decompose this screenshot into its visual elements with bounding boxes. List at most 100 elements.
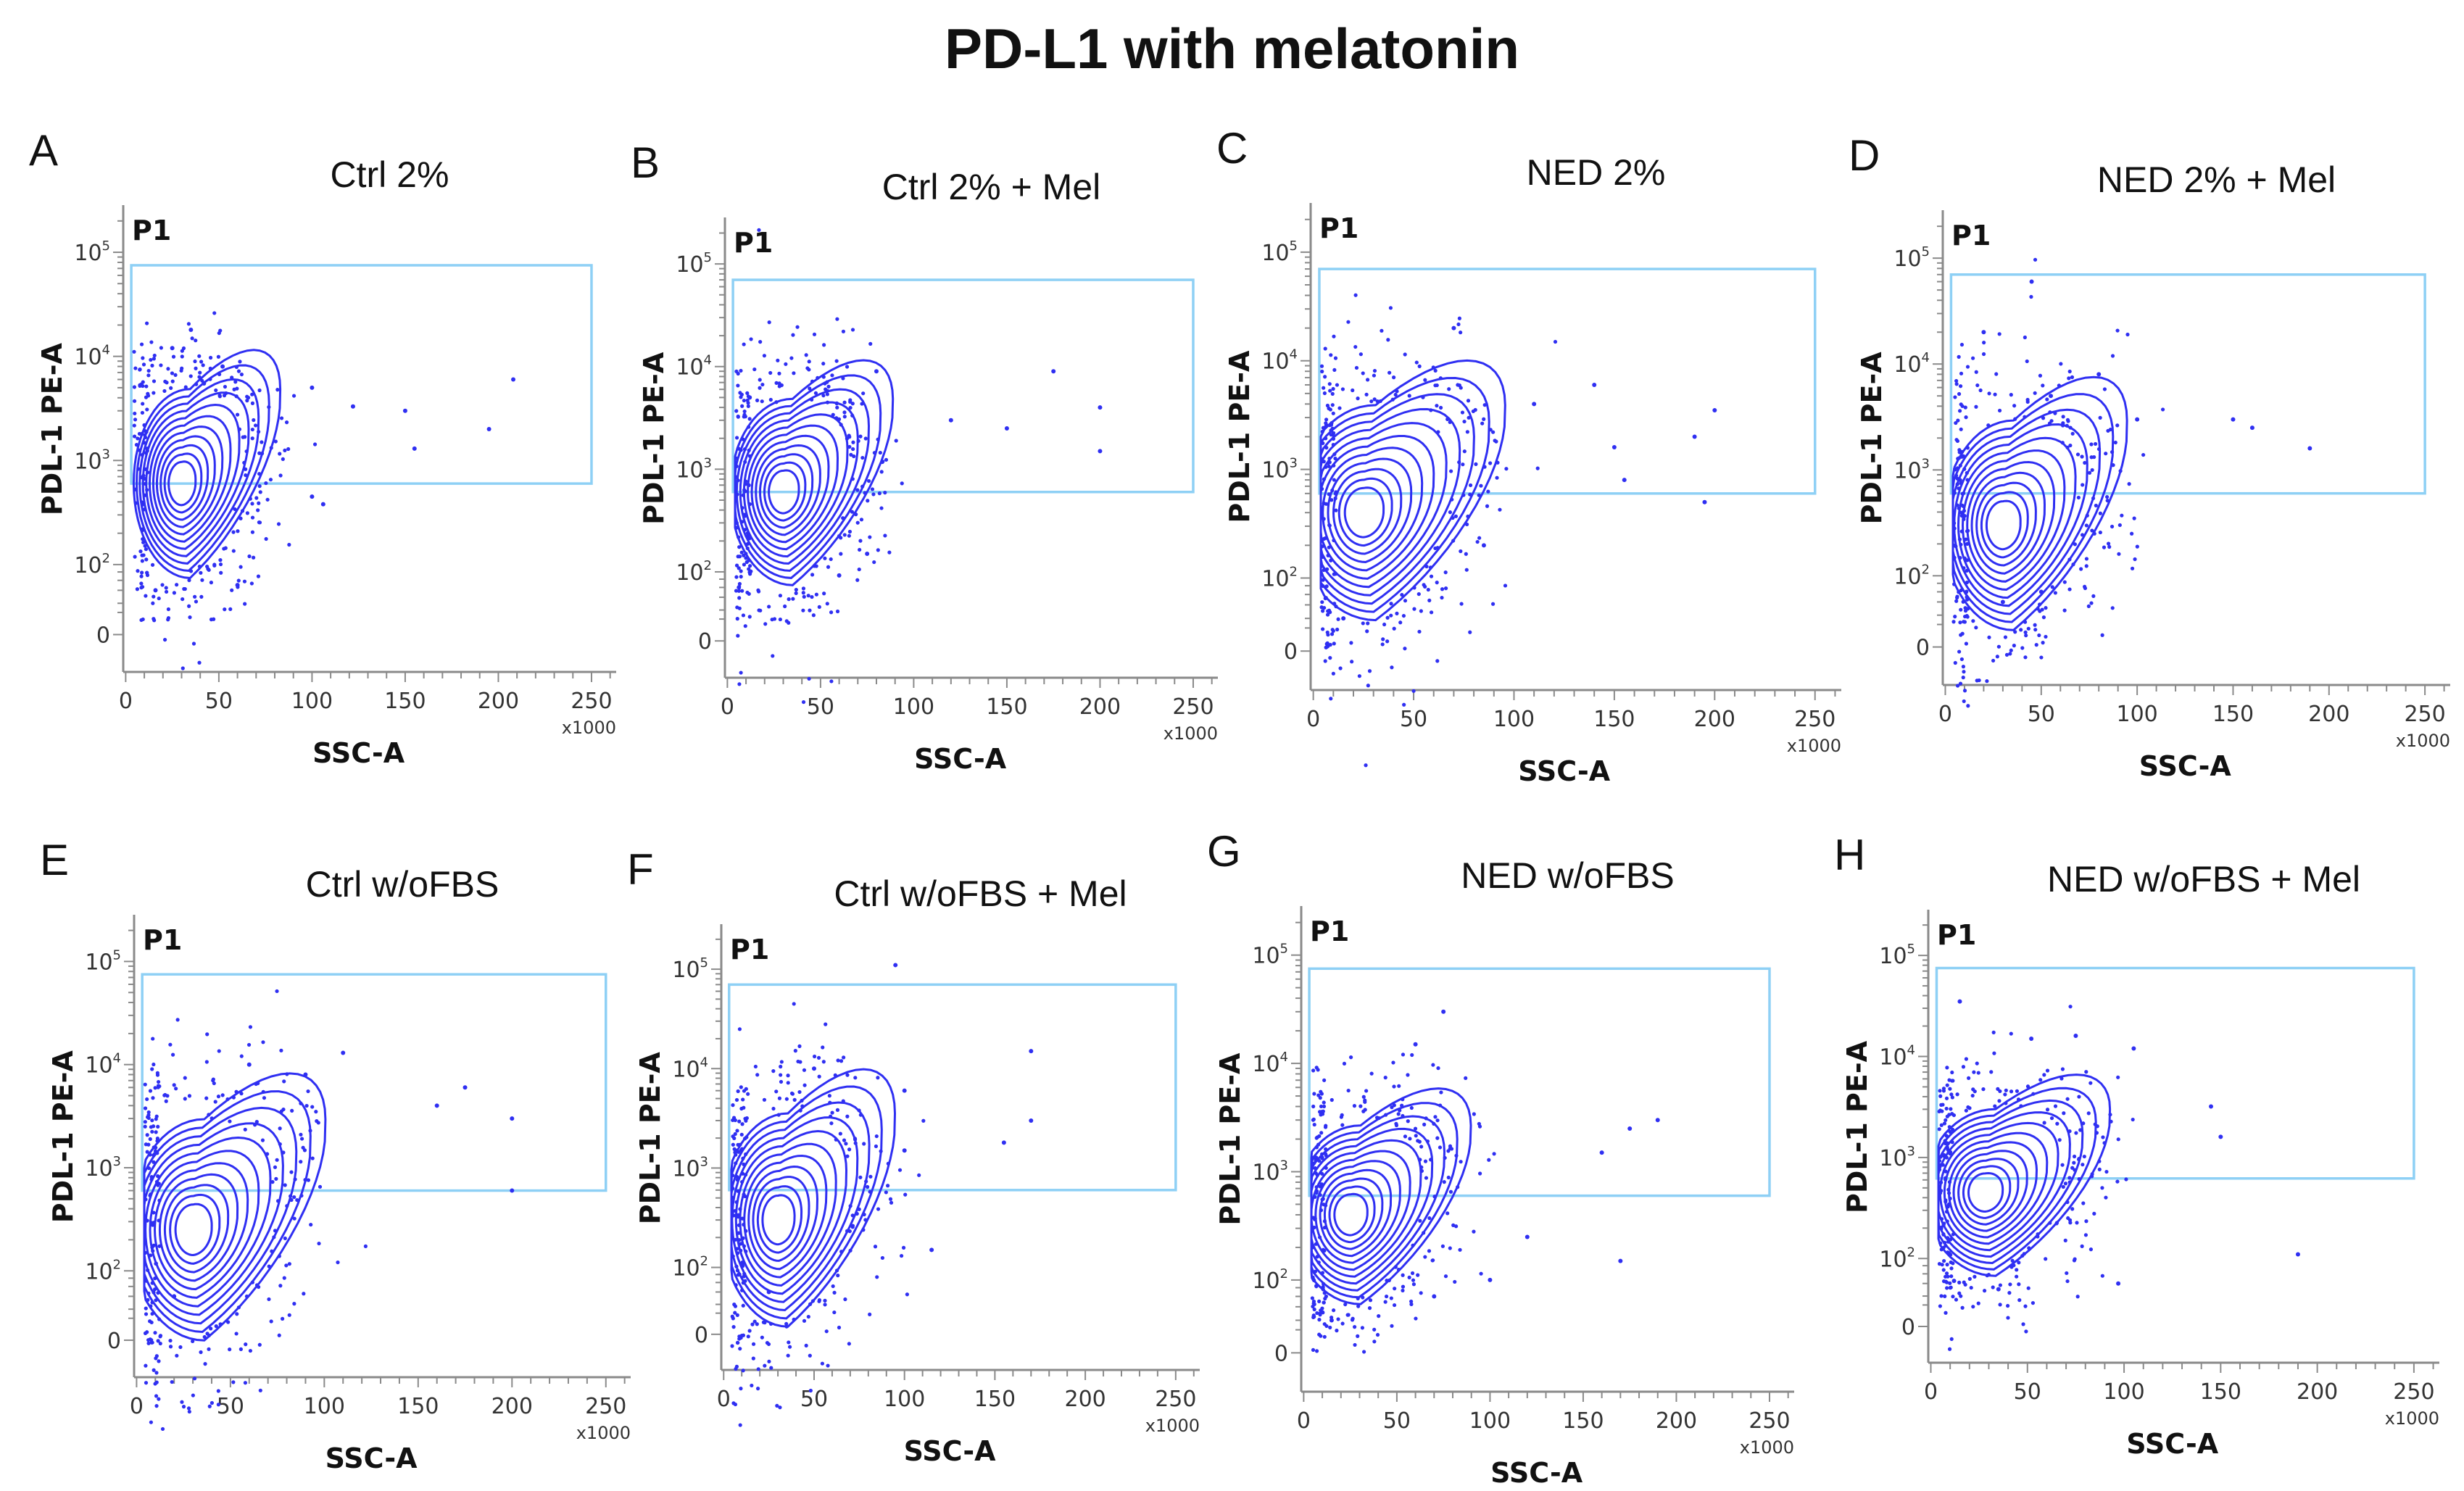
event-dot — [1482, 417, 1486, 421]
event-dot — [151, 1124, 156, 1129]
event-dot — [2075, 1221, 2079, 1225]
event-dot — [1324, 418, 1329, 422]
event-dot — [150, 363, 154, 367]
event-dot — [1336, 1317, 1340, 1321]
y-tick-label: 102 — [1893, 562, 1930, 589]
event-dot — [1481, 543, 1486, 548]
event-dot — [737, 1119, 742, 1124]
density-contour — [152, 425, 224, 536]
x-multiplier: x1000 — [1163, 723, 1218, 744]
event-dot — [797, 1044, 802, 1048]
event-dot — [462, 1085, 468, 1090]
event-dot — [1411, 1282, 1416, 1287]
event-dot — [199, 594, 204, 599]
event-dot — [741, 1369, 745, 1373]
y-tick-label: 103 — [1879, 1144, 1915, 1171]
panel-title: Ctrl 2% + Mel — [882, 167, 1100, 207]
y-tick-label: 0 — [1274, 1341, 1288, 1366]
event-dot — [149, 357, 153, 362]
x-tick-label: 50 — [205, 689, 233, 714]
event-dot — [194, 339, 198, 343]
event-dot — [823, 1303, 827, 1307]
event-dot — [841, 329, 846, 333]
x-tick-label: 0 — [1924, 1379, 1938, 1405]
density-contour — [734, 1129, 848, 1295]
y-tick-exponent: 4 — [1907, 1043, 1915, 1058]
event-dot — [878, 450, 882, 455]
event-dot — [2067, 369, 2072, 374]
event-dot — [1462, 449, 1467, 454]
event-dot — [2116, 1137, 2120, 1142]
event-dot — [2010, 1258, 2015, 1263]
x-axis-label: SSC-A — [2139, 750, 2232, 782]
event-dot — [745, 391, 750, 395]
event-dot — [2160, 407, 2165, 412]
x-tick-label: 50 — [2014, 1379, 2041, 1405]
event-dot — [831, 412, 835, 417]
event-dot — [1942, 1121, 1947, 1126]
event-dot — [1401, 1284, 1406, 1289]
event-dot — [1975, 678, 1979, 683]
event-dot — [1957, 391, 1962, 396]
event-dot — [755, 1387, 760, 1391]
x-tick-label: 50 — [1400, 707, 1427, 732]
event-dot — [1324, 1324, 1329, 1329]
event-dot — [2100, 1274, 2104, 1278]
event-dot — [786, 1353, 790, 1358]
event-dot — [1431, 1258, 1435, 1263]
gate-label: P1 — [1951, 220, 1991, 252]
event-dot — [278, 1126, 282, 1131]
event-dot — [154, 1380, 159, 1384]
event-dot — [1947, 1113, 1951, 1117]
event-dot — [2050, 585, 2054, 589]
event-dot — [1354, 365, 1359, 370]
panel-letter: A — [29, 126, 58, 175]
event-dot — [139, 342, 144, 346]
event-dot — [2065, 1279, 2070, 1284]
event-dot — [1460, 410, 1465, 415]
event-dot — [249, 581, 254, 586]
event-dot — [746, 1092, 750, 1096]
event-dot — [1390, 665, 1394, 670]
event-dot — [199, 360, 204, 364]
event-dot — [739, 368, 743, 373]
event-dot — [199, 570, 203, 575]
event-dot — [2115, 423, 2120, 428]
event-dot — [1364, 392, 1369, 396]
event-dot — [734, 575, 739, 579]
event-dot — [166, 367, 170, 371]
event-dot — [154, 1354, 159, 1358]
event-dot — [2045, 1068, 2050, 1073]
event-dot — [811, 1066, 816, 1071]
event-dot — [1386, 338, 1390, 342]
event-dot — [1311, 1068, 1316, 1073]
event-dot — [258, 490, 262, 494]
event-dot — [258, 1388, 262, 1392]
event-dot — [1364, 763, 1368, 768]
event-dot — [739, 550, 744, 555]
event-dot — [1975, 1061, 1979, 1066]
event-dot — [511, 377, 516, 382]
event-dot — [2080, 454, 2084, 459]
event-dot — [1956, 418, 1960, 423]
event-dot — [1345, 1313, 1350, 1317]
event-dot — [842, 415, 847, 419]
event-dot — [275, 1158, 279, 1162]
event-dot — [899, 1253, 904, 1258]
event-dot — [412, 446, 417, 451]
event-dot — [855, 520, 860, 525]
y-tick-exponent: 4 — [704, 353, 712, 368]
event-dot — [1440, 595, 1444, 600]
event-dot — [751, 1342, 756, 1346]
event-dot — [876, 1207, 881, 1211]
event-dot — [826, 1363, 830, 1368]
x-tick-label: 50 — [807, 694, 834, 720]
event-dot — [1403, 352, 1407, 357]
event-dot — [150, 1067, 154, 1071]
event-dot — [145, 1150, 149, 1154]
event-dot — [1951, 1279, 1957, 1284]
event-dot — [2102, 545, 2107, 549]
event-dot — [2110, 524, 2115, 529]
event-dot — [1339, 1115, 1343, 1119]
density-contour — [158, 1173, 239, 1282]
